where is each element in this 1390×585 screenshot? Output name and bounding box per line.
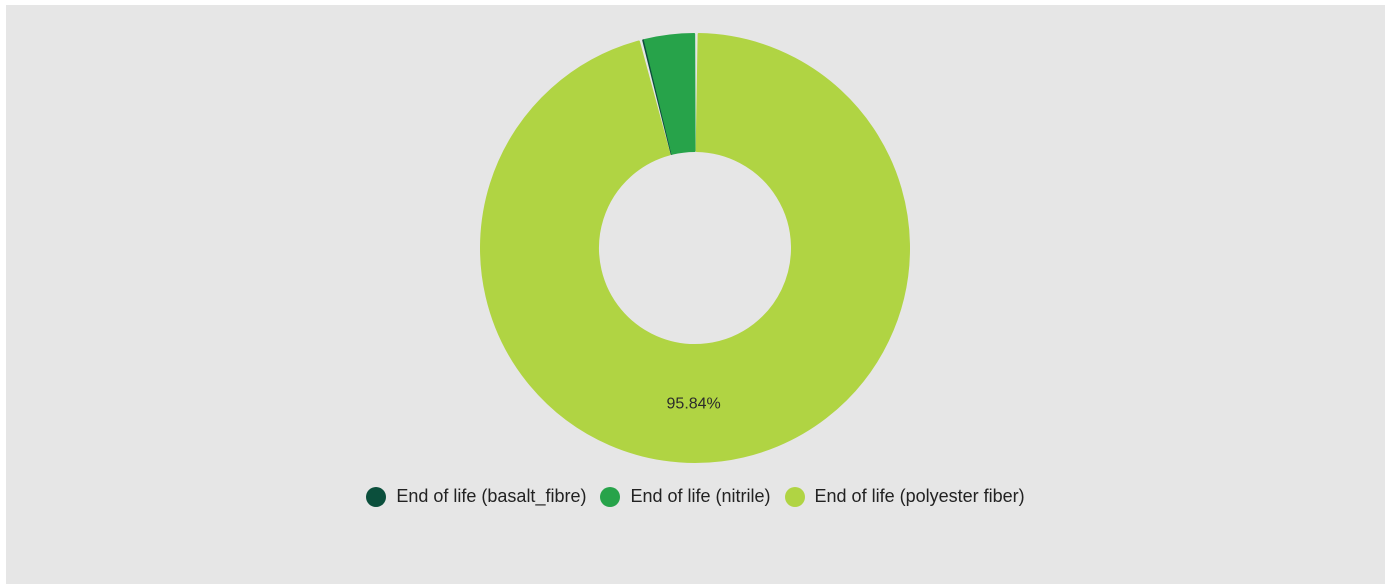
donut-slice-2[interactable] xyxy=(480,33,910,463)
legend-marker-icon xyxy=(366,486,387,507)
legend-item-2[interactable]: End of life (polyester fiber) xyxy=(784,486,1025,507)
legend-label: End of life (polyester fiber) xyxy=(814,486,1025,506)
legend-item-0[interactable]: End of life (basalt_fibre) xyxy=(366,486,586,507)
legend-marker-icon xyxy=(784,486,805,507)
chart-panel: 95.84% End of life (basalt_fibre) End of … xyxy=(6,5,1385,584)
donut-slice-1[interactable] xyxy=(643,33,696,155)
legend-label: End of life (nitrile) xyxy=(630,486,771,506)
chart-legend: End of life (basalt_fibre) End of life (n… xyxy=(6,486,1385,507)
legend-label: End of life (basalt_fibre) xyxy=(396,486,587,506)
donut-chart: 95.84% xyxy=(480,33,910,463)
legend-marker-icon xyxy=(600,486,621,507)
legend-item-1[interactable]: End of life (nitrile) xyxy=(600,486,771,507)
slice-data-label-2: 95.84% xyxy=(667,395,721,412)
